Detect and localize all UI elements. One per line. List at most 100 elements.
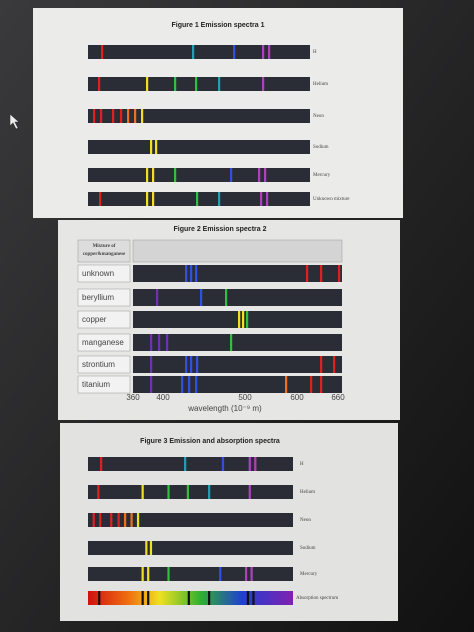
label-box xyxy=(77,288,131,307)
spectral-line xyxy=(145,541,148,555)
spectral-line xyxy=(150,376,153,393)
spectral-line xyxy=(338,265,341,282)
spectral-line xyxy=(320,356,323,373)
figure1-title: Figure 1 Emission spectra 1 xyxy=(172,22,265,29)
axis-label: wavelength (10⁻⁹ m) xyxy=(187,404,262,413)
spectral-line xyxy=(93,109,96,123)
row-label: Neon xyxy=(300,518,311,523)
spectral-line xyxy=(167,567,170,581)
tick-label: 660 xyxy=(331,393,345,402)
spectral-line xyxy=(149,541,153,555)
spectral-line xyxy=(242,311,245,328)
spectral-line xyxy=(218,77,221,91)
spectrum-bar xyxy=(133,356,342,373)
absorption-bar xyxy=(88,591,293,605)
row-label: Sodium xyxy=(313,145,329,150)
spectrum-bar xyxy=(88,45,310,59)
absorption-line xyxy=(208,591,211,605)
spectral-line xyxy=(174,168,177,182)
label-box xyxy=(77,264,131,283)
row-label: Mercury xyxy=(300,572,318,577)
spectral-line xyxy=(134,109,137,123)
header-box xyxy=(77,239,131,263)
label-box xyxy=(77,375,131,394)
tick-label: 360 xyxy=(126,393,140,402)
spectral-line xyxy=(124,513,127,527)
label-box xyxy=(77,333,131,352)
spectral-line xyxy=(181,376,184,393)
spectrum-bar xyxy=(133,311,342,328)
spectral-line xyxy=(152,192,155,206)
spectral-line xyxy=(184,457,187,471)
spectral-line xyxy=(264,168,267,182)
header-line: copper&manganese xyxy=(83,252,126,257)
spectrum-bar xyxy=(88,140,310,154)
absorption-line xyxy=(147,591,150,605)
tick-label: 500 xyxy=(238,393,252,402)
spectral-line xyxy=(192,45,195,59)
spectral-line xyxy=(233,45,236,59)
spectral-line xyxy=(225,289,228,306)
spectrum-bar xyxy=(88,513,293,527)
header-bar xyxy=(132,239,343,263)
row-label: beryllium xyxy=(82,293,114,302)
spectral-line xyxy=(190,265,193,282)
label-box xyxy=(77,355,131,374)
spectral-line xyxy=(167,485,170,499)
spectrum-bar xyxy=(133,334,342,351)
spectrum-bar xyxy=(88,485,293,499)
spectral-line xyxy=(188,376,191,393)
row-label: manganese xyxy=(82,338,124,347)
spectrum-bar xyxy=(133,289,342,306)
spectral-line xyxy=(158,334,161,351)
absorption-line xyxy=(98,591,101,605)
spectral-line xyxy=(230,168,233,182)
spectrum-bar xyxy=(88,77,310,91)
spectral-line xyxy=(221,457,225,471)
spectral-line xyxy=(219,567,222,581)
spectral-line xyxy=(117,513,120,527)
spectral-line xyxy=(141,567,144,581)
spectral-line xyxy=(146,168,149,182)
row-label: titanium xyxy=(82,380,110,389)
row-label: Unknown mixture xyxy=(313,197,350,202)
spectral-line xyxy=(230,334,233,351)
row-label: strontium xyxy=(82,360,115,369)
label-box xyxy=(77,310,131,329)
spectral-line xyxy=(136,513,140,527)
cursor xyxy=(9,113,20,130)
spectrum-bar xyxy=(88,109,310,123)
spectral-line xyxy=(333,356,336,373)
spectral-line xyxy=(150,356,153,373)
spectral-line xyxy=(266,192,269,206)
figure3-title: Figure 3 Emission and absorption spectra xyxy=(140,438,280,445)
spectral-line xyxy=(238,311,241,328)
spectral-line xyxy=(146,77,149,91)
spectral-line xyxy=(246,311,249,328)
spectral-line xyxy=(310,376,313,393)
row-label: Neon xyxy=(313,114,324,119)
spectral-line xyxy=(98,77,101,91)
spectrum-bar xyxy=(88,567,293,581)
spectral-line xyxy=(174,77,177,91)
tick-label: 600 xyxy=(290,393,304,402)
spectral-line xyxy=(185,265,188,282)
figure2-title: Figure 2 Emission spectra 2 xyxy=(174,226,267,233)
row-label: Mercury xyxy=(313,173,331,178)
spectral-line xyxy=(110,513,113,527)
spectral-line xyxy=(200,289,203,306)
spectrum-bar xyxy=(88,168,310,182)
spectral-line xyxy=(190,356,193,373)
spectral-line xyxy=(101,45,104,59)
spectral-line xyxy=(262,45,265,59)
spectral-line xyxy=(147,567,150,581)
spectral-line xyxy=(156,289,159,306)
spectral-line xyxy=(196,356,199,373)
spectral-line xyxy=(195,265,198,282)
row-label: H xyxy=(313,50,317,55)
spectral-line xyxy=(268,45,271,59)
spectrum-bar xyxy=(88,192,310,206)
spectral-line xyxy=(250,567,253,581)
